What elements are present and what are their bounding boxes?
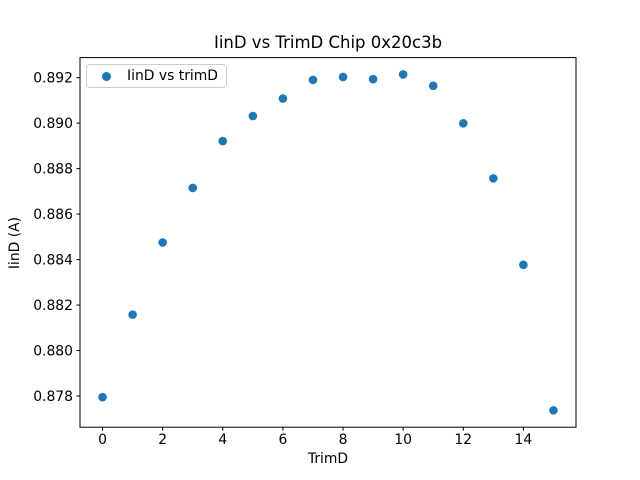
y-tick-label: 0.892	[33, 71, 73, 87]
x-tick-label: 2	[158, 432, 167, 448]
axes-frame	[79, 57, 577, 428]
scatter-marker-icon	[102, 71, 111, 81]
y-tick-label: 0.884	[33, 253, 73, 269]
x-tick-label: 12	[454, 432, 472, 448]
data-point	[519, 260, 528, 270]
chart-title: IinD vs TrimD Chip 0x20c3b	[213, 33, 443, 52]
legend-label: IinD vs trimD	[127, 68, 218, 84]
y-tick-label: 0.882	[33, 298, 73, 314]
data-point	[218, 136, 228, 146]
y-tick-label: 0.888	[33, 162, 73, 178]
x-tick-label: 10	[394, 432, 412, 448]
x-tick-label: 8	[339, 432, 348, 448]
data-point	[308, 75, 318, 85]
data-point	[248, 111, 258, 121]
y-tick-label: 0.890	[33, 116, 73, 132]
data-point	[398, 70, 408, 79]
data-point	[278, 94, 288, 103]
data-point	[98, 392, 107, 402]
data-point	[549, 406, 558, 415]
x-tick-label: 14	[515, 432, 533, 448]
data-point	[128, 310, 137, 319]
data-point	[158, 238, 167, 247]
y-axis-label: IinD (A)	[7, 216, 23, 270]
data-point	[428, 81, 438, 91]
data-point	[188, 183, 198, 193]
data-point	[338, 72, 348, 82]
data-point	[489, 174, 498, 183]
x-axis-label: TrimD	[307, 451, 349, 467]
y-tick-label: 0.880	[33, 344, 73, 360]
data-point	[458, 119, 468, 128]
x-tick-label: 4	[218, 432, 227, 448]
y-tick-label: 0.886	[33, 207, 73, 223]
y-tick-label: 0.878	[33, 389, 73, 405]
legend: IinD vs trimD	[86, 64, 227, 88]
data-point	[368, 74, 378, 84]
x-tick-label: 0	[98, 432, 107, 448]
x-tick-label: 6	[278, 432, 287, 448]
